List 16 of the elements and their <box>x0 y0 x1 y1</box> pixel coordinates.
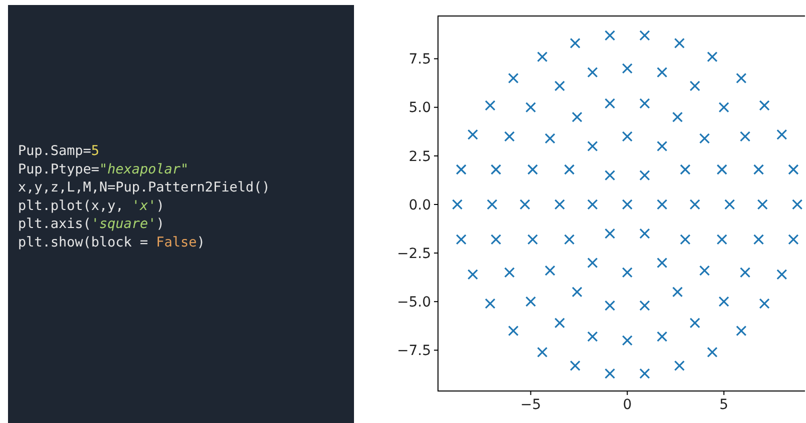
y-tick-label: −7.5 <box>397 343 431 360</box>
x-tick-label: −5 <box>520 397 542 413</box>
y-tick-label: −2.5 <box>397 246 431 262</box>
text: Pup.Samp=5 <box>18 143 100 159</box>
text: plt.show(block = False) <box>18 234 205 250</box>
text: plt.axis('square') <box>18 216 164 232</box>
x-tick-label: 0 <box>622 397 632 413</box>
y-tick-label: 0.0 <box>408 197 431 214</box>
y-tick-label: 7.5 <box>408 52 431 68</box>
text: plt.plot(x,y, 'x') <box>18 198 164 214</box>
y-tick-label: 2.5 <box>408 148 431 165</box>
y-tick-label: −5.0 <box>397 294 431 311</box>
text: Pup.Ptype="hexapolar" <box>18 161 189 178</box>
y-tick-label: 5.0 <box>408 100 431 116</box>
text: x,y,z,L,M,N=Pup.Pattern2Field() <box>18 180 270 196</box>
x-tick-label: 5 <box>719 397 728 413</box>
